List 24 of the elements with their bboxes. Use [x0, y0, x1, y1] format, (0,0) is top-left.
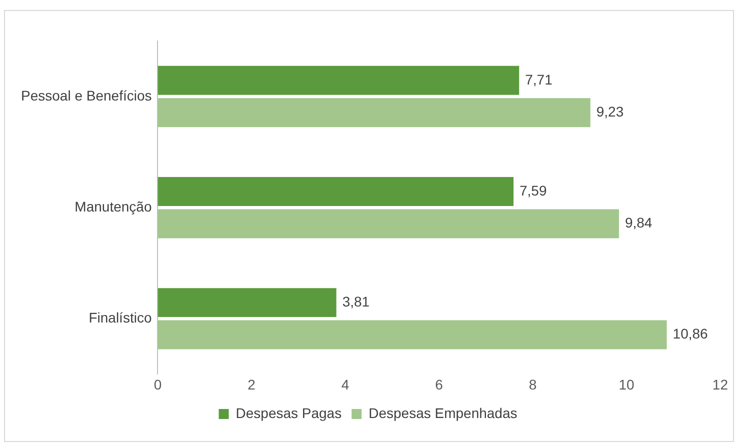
x-tick-label: 2	[248, 376, 256, 392]
x-tick-label: 12	[712, 376, 728, 392]
data-label: 7,59	[520, 182, 547, 198]
data-label: 9,23	[596, 103, 624, 120]
bar	[158, 288, 336, 318]
data-label: 10,86	[672, 326, 708, 342]
bar	[158, 209, 619, 238]
y-tick-label: Finalístico	[88, 310, 152, 326]
data-label: 3,81	[342, 293, 370, 310]
x-tick-label: 10	[618, 376, 634, 392]
x-tick-label: 0	[154, 376, 162, 392]
bar	[158, 320, 667, 350]
legend-label: Despesas Empenhadas	[368, 404, 518, 421]
y-tick-label: Pessoal e Benefícios	[20, 87, 152, 104]
bar	[158, 177, 514, 206]
bar	[158, 66, 520, 95]
legend-label: Despesas Pagas	[236, 404, 342, 421]
x-tick-label: 4	[341, 376, 350, 392]
x-tick-label: 8	[528, 376, 537, 392]
x-tick-label: 6	[435, 376, 444, 392]
bar	[158, 98, 590, 128]
data-label: 9,84	[624, 214, 652, 231]
data-label: 7,71	[525, 71, 553, 88]
y-tick-label: Manutenção	[74, 198, 152, 214]
